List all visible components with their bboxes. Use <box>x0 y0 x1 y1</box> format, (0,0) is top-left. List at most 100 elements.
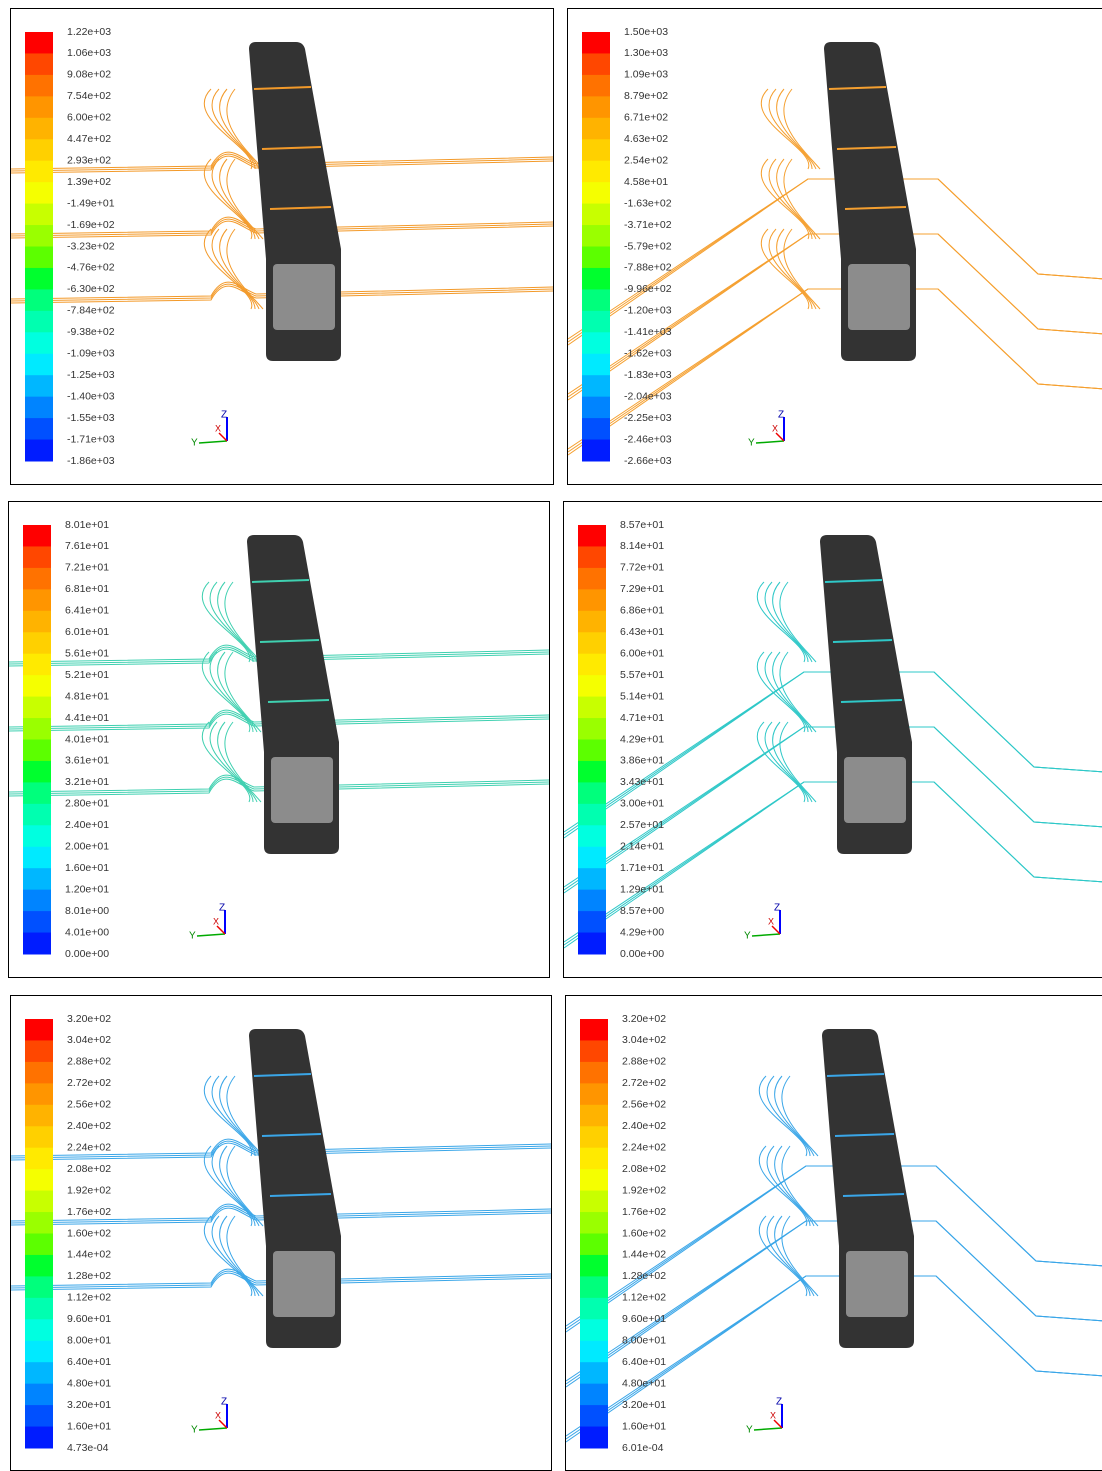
colorbar-label: 2.88e+02 <box>67 1056 111 1068</box>
streamline <box>219 1145 260 1227</box>
streamline <box>783 158 821 240</box>
streamline <box>776 228 817 310</box>
colorbar-label: 1.71e+01 <box>620 862 664 874</box>
block-band <box>826 1073 885 1077</box>
axis-label-x: X <box>768 916 774 926</box>
colorbar-swatch <box>25 246 53 269</box>
colorbar-swatch <box>25 203 53 226</box>
streamline <box>203 228 253 310</box>
colorbar-swatch <box>25 1212 53 1234</box>
colorbar-label: 2.80e+01 <box>65 798 109 810</box>
colorbar-swatch <box>578 653 606 676</box>
block-band <box>261 1133 322 1137</box>
axis-label-z: Z <box>221 410 227 421</box>
block-face <box>844 757 906 823</box>
streamline <box>219 1075 260 1157</box>
colorbar-swatch <box>578 718 606 740</box>
streamline <box>764 581 809 663</box>
colorbar-label: 0.00e+00 <box>620 948 664 960</box>
contour-panel: 8.57e+01 8.14e+01 7.72e+01 7.29e+01 6.86e+01… <box>563 501 1102 978</box>
streamline <box>11 1272 551 1291</box>
block-band <box>824 579 883 583</box>
streamline <box>781 1075 819 1157</box>
colorbar-swatch <box>23 846 51 869</box>
streamline <box>211 1215 256 1297</box>
streamline <box>219 228 260 310</box>
streamline <box>760 88 810 170</box>
streamline <box>226 1215 264 1297</box>
colorbar-label: -2.04e+03 <box>624 390 672 402</box>
colorbar-swatch <box>578 889 606 912</box>
colorbar-label: 3.00e+01 <box>620 798 664 810</box>
streamline <box>203 158 253 240</box>
colorbar-swatch <box>578 525 606 547</box>
colorbar-label: 4.01e+01 <box>65 733 109 745</box>
colorbar-label: 1.44e+02 <box>622 1249 666 1261</box>
streamline <box>11 283 553 302</box>
streamline <box>11 1270 551 1289</box>
streamline <box>11 285 553 304</box>
colorbar-label: -1.62e+03 <box>624 348 672 360</box>
colorbar-swatch <box>23 653 51 676</box>
streamline <box>772 721 813 803</box>
streamline <box>217 651 258 733</box>
streamlines <box>568 88 1102 456</box>
colorbar-label: 8.57e+01 <box>620 519 664 531</box>
contour-panel: 3.20e+02 3.04e+02 2.88e+02 2.72e+02 2.56e+02… <box>565 995 1102 1471</box>
colorbar-label: 2.93e+02 <box>67 154 111 166</box>
axis-label-y: Y <box>191 1425 198 1436</box>
streamline <box>11 1268 551 1287</box>
colorbar-label: 8.00e+01 <box>67 1335 111 1347</box>
colorbar-label: -6.30e+02 <box>67 283 115 295</box>
colorbar-label: -1.86e+03 <box>67 455 115 467</box>
colorbar-label: 8.01e+01 <box>65 519 109 531</box>
streamline <box>768 158 813 240</box>
colorbar-swatch <box>578 589 606 612</box>
streamline <box>209 651 254 733</box>
axis-label-z: Z <box>221 1397 227 1408</box>
colorbar-swatch <box>582 310 610 333</box>
streamline <box>776 158 817 240</box>
colorbar-label: 7.54e+02 <box>67 90 111 102</box>
colorbar-label: 7.72e+01 <box>620 562 664 574</box>
colorbar-swatch <box>25 1190 53 1213</box>
colorbar-swatch <box>25 1319 53 1342</box>
colorbar-swatch <box>25 182 53 205</box>
streamline <box>203 1075 253 1157</box>
colorbar-swatch <box>580 1147 608 1170</box>
streamline <box>779 651 817 733</box>
colorbar-swatch <box>23 760 51 783</box>
streamline <box>768 88 813 170</box>
streamline <box>566 1165 1102 1333</box>
colorbar-label: 6.71e+02 <box>624 112 668 124</box>
colorbar-label: 1.39e+02 <box>67 176 111 188</box>
colorbar-label: -9.38e+02 <box>67 326 115 338</box>
axis-label-y: Y <box>744 931 751 942</box>
colorbar-label: 2.72e+02 <box>622 1077 666 1089</box>
streamline <box>211 1145 256 1227</box>
streamline <box>11 216 553 235</box>
colorbar-label: 1.60e+01 <box>67 1420 111 1432</box>
colorbar-swatch <box>23 589 51 612</box>
colorbar-label: 4.29e+01 <box>620 733 664 745</box>
colorbar-swatch <box>25 1169 53 1192</box>
colorbar-label: 9.08e+02 <box>67 69 111 81</box>
colorbar-swatch <box>23 525 51 547</box>
panel-canvas: 8.01e+01 7.61e+01 7.21e+01 6.81e+01 6.41e+01… <box>9 519 549 960</box>
colorbar-label: -1.63e+02 <box>624 197 672 209</box>
colorbar-label: 4.81e+01 <box>65 690 109 702</box>
colorbar-label: 6.86e+01 <box>620 605 664 617</box>
colorbar-label: 1.22e+03 <box>67 26 111 38</box>
colorbar-label: -1.41e+03 <box>624 326 672 338</box>
colorbar-label: 0.00e+00 <box>65 948 109 960</box>
colorbar-swatch <box>582 96 610 119</box>
colorbar-label: 1.60e+01 <box>65 862 109 874</box>
axis-label-z: Z <box>774 903 780 914</box>
colorbar-swatch <box>23 610 51 633</box>
colorbar-swatch <box>578 632 606 655</box>
streamline <box>11 151 553 170</box>
colorbar-label: 4.47e+02 <box>67 133 111 145</box>
streamline <box>224 651 262 733</box>
colorbar-label: 1.28e+02 <box>622 1270 666 1282</box>
axis-x <box>773 1419 783 1429</box>
